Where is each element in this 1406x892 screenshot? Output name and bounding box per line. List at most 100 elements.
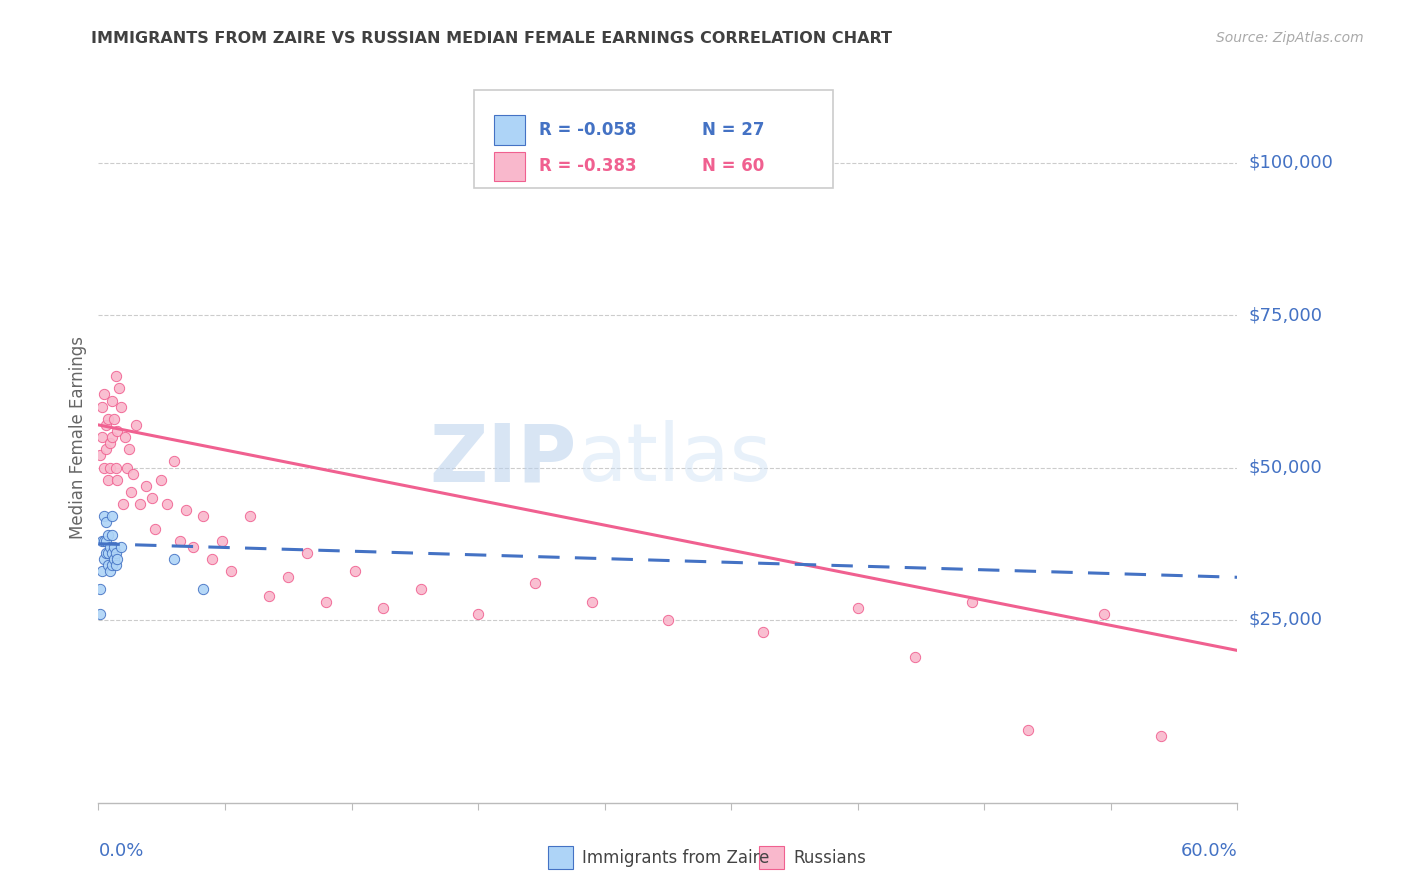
Point	[108, 381, 131, 395]
Point	[104, 369, 127, 384]
Point	[103, 540, 125, 554]
Text: IMMIGRANTS FROM ZAIRE VS RUSSIAN MEDIAN FEMALE EARNINGS CORRELATION CHART: IMMIGRANTS FROM ZAIRE VS RUSSIAN MEDIAN …	[91, 31, 893, 46]
Point	[239, 509, 262, 524]
Point	[846, 600, 869, 615]
Point	[1150, 729, 1173, 743]
Point	[960, 594, 983, 608]
Point	[89, 582, 111, 597]
Point	[98, 564, 121, 578]
Text: N = 27: N = 27	[702, 121, 765, 139]
Point	[221, 564, 243, 578]
Text: $25,000: $25,000	[1249, 611, 1323, 629]
Point	[98, 460, 121, 475]
Text: R = -0.383: R = -0.383	[538, 158, 637, 176]
Point	[94, 442, 117, 457]
Point	[141, 491, 163, 505]
Point	[107, 552, 129, 566]
Point	[297, 546, 319, 560]
Point	[94, 533, 117, 548]
Point	[524, 576, 547, 591]
Point	[97, 412, 120, 426]
Point	[657, 613, 679, 627]
Text: Russians: Russians	[793, 848, 866, 867]
Point	[163, 552, 186, 566]
Point	[904, 649, 927, 664]
Bar	[494, 152, 526, 181]
Point	[114, 430, 136, 444]
Point	[183, 540, 205, 554]
Point	[100, 546, 122, 560]
Point	[100, 393, 122, 408]
Point	[115, 460, 138, 475]
Text: 0.0%: 0.0%	[98, 842, 143, 860]
Point	[163, 454, 186, 468]
Point	[93, 509, 115, 524]
Point	[100, 558, 122, 573]
Point	[93, 387, 115, 401]
Point	[97, 527, 120, 541]
Point	[581, 594, 603, 608]
Point	[752, 625, 775, 640]
Point	[411, 582, 433, 597]
Point	[121, 467, 143, 481]
Point	[98, 540, 121, 554]
Point	[93, 552, 115, 566]
Text: N = 60: N = 60	[702, 158, 765, 176]
Point	[98, 436, 121, 450]
Point	[91, 400, 114, 414]
FancyBboxPatch shape	[474, 90, 832, 188]
Point	[104, 558, 127, 573]
Point	[129, 497, 152, 511]
Point	[97, 546, 120, 560]
Point	[259, 589, 281, 603]
Point	[277, 570, 299, 584]
Text: $50,000: $50,000	[1249, 458, 1322, 476]
Point	[191, 509, 214, 524]
Point	[107, 424, 129, 438]
Text: atlas: atlas	[576, 420, 770, 498]
Point	[112, 497, 135, 511]
Text: $100,000: $100,000	[1249, 153, 1333, 172]
Point	[103, 552, 125, 566]
Text: R = -0.058: R = -0.058	[538, 121, 637, 139]
Text: 60.0%: 60.0%	[1181, 842, 1237, 860]
Point	[343, 564, 366, 578]
Point	[91, 564, 114, 578]
Point	[371, 600, 394, 615]
Point	[107, 473, 129, 487]
Point	[100, 430, 122, 444]
Point	[94, 516, 117, 530]
Point	[1018, 723, 1040, 737]
Point	[97, 473, 120, 487]
Point	[150, 473, 173, 487]
Point	[94, 417, 117, 432]
Bar	[548, 846, 574, 870]
Point	[191, 582, 214, 597]
Text: Source: ZipAtlas.com: Source: ZipAtlas.com	[1216, 31, 1364, 45]
Point	[169, 533, 191, 548]
Point	[1094, 607, 1116, 621]
Point	[467, 607, 489, 621]
Point	[93, 460, 115, 475]
Point	[91, 430, 114, 444]
Point	[104, 546, 127, 560]
Point	[211, 533, 233, 548]
Bar	[759, 846, 785, 870]
Point	[89, 607, 111, 621]
Point	[100, 527, 122, 541]
Point	[97, 558, 120, 573]
Point	[120, 485, 142, 500]
Y-axis label: Median Female Earnings: Median Female Earnings	[69, 335, 87, 539]
Point	[100, 509, 122, 524]
Point	[91, 533, 114, 548]
Point	[174, 503, 197, 517]
Point	[110, 400, 132, 414]
Point	[156, 497, 179, 511]
Point	[110, 540, 132, 554]
Point	[89, 448, 111, 462]
Point	[145, 521, 167, 535]
Point	[94, 546, 117, 560]
Point	[201, 552, 224, 566]
Point	[104, 460, 127, 475]
Point	[118, 442, 141, 457]
